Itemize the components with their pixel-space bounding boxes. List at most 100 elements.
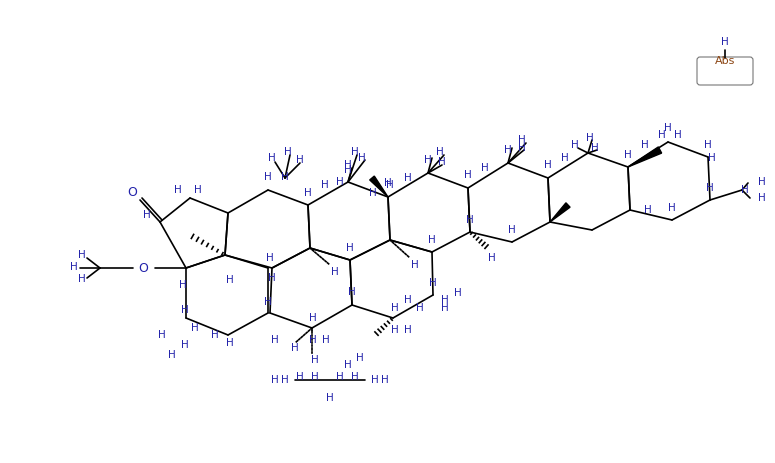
Text: H: H <box>518 135 526 145</box>
Text: H: H <box>344 165 352 175</box>
Text: H: H <box>674 130 682 140</box>
Text: H: H <box>371 375 379 385</box>
Text: H: H <box>641 140 649 150</box>
Text: H: H <box>658 130 666 140</box>
Text: H: H <box>344 160 352 170</box>
Text: H: H <box>281 375 289 385</box>
Text: H: H <box>336 372 344 382</box>
Text: H: H <box>518 143 526 153</box>
Text: O: O <box>138 262 148 275</box>
Text: H: H <box>351 372 359 382</box>
Text: H: H <box>721 37 728 47</box>
Polygon shape <box>628 147 662 167</box>
Text: H: H <box>179 280 187 290</box>
Text: H: H <box>644 205 652 215</box>
Text: H: H <box>143 210 151 220</box>
Polygon shape <box>550 203 570 222</box>
Text: H: H <box>296 372 304 382</box>
Text: H: H <box>348 287 356 297</box>
Text: H: H <box>226 275 234 285</box>
Text: H: H <box>508 225 516 235</box>
Text: H: H <box>441 303 449 313</box>
Text: H: H <box>70 262 78 272</box>
Text: Abs: Abs <box>715 56 735 66</box>
Text: H: H <box>561 153 569 163</box>
Text: H: H <box>464 170 472 180</box>
Text: H: H <box>586 133 594 143</box>
Text: H: H <box>181 340 189 350</box>
Text: H: H <box>191 323 199 333</box>
Text: H: H <box>481 163 489 173</box>
Text: H: H <box>309 335 317 345</box>
Text: H: H <box>344 360 352 370</box>
Polygon shape <box>370 176 388 197</box>
Text: H: H <box>78 274 86 284</box>
Text: H: H <box>158 330 166 340</box>
Text: H: H <box>211 330 219 340</box>
Text: H: H <box>326 393 334 403</box>
Text: H: H <box>591 143 599 153</box>
Text: H: H <box>311 355 319 365</box>
Text: H: H <box>271 375 279 385</box>
Text: H: H <box>544 160 552 170</box>
Text: H: H <box>704 140 712 150</box>
Text: O: O <box>127 186 137 199</box>
Text: H: H <box>194 185 202 195</box>
Text: H: H <box>404 295 412 305</box>
Text: H: H <box>78 250 86 260</box>
Text: H: H <box>391 303 399 313</box>
Text: H: H <box>381 375 389 385</box>
Text: H: H <box>358 153 366 163</box>
Text: H: H <box>404 325 412 335</box>
Text: H: H <box>356 353 364 363</box>
Text: H: H <box>664 123 672 133</box>
Text: H: H <box>336 177 344 187</box>
Text: H: H <box>351 147 359 157</box>
FancyBboxPatch shape <box>697 57 753 85</box>
Text: H: H <box>386 180 394 190</box>
Text: H: H <box>391 325 399 335</box>
Text: H: H <box>488 253 496 263</box>
Text: H: H <box>369 188 377 198</box>
Text: H: H <box>706 183 714 193</box>
Text: H: H <box>174 185 182 195</box>
Text: H: H <box>296 155 304 165</box>
Text: H: H <box>311 372 319 382</box>
Text: H: H <box>758 177 766 187</box>
Text: H: H <box>454 288 462 298</box>
Text: H: H <box>271 335 279 345</box>
Text: H: H <box>346 243 354 253</box>
Text: H: H <box>436 147 444 157</box>
Text: H: H <box>758 193 766 203</box>
Text: H: H <box>268 273 276 283</box>
Text: H: H <box>284 147 292 157</box>
Text: H: H <box>281 172 289 182</box>
Text: H: H <box>266 253 274 263</box>
Text: H: H <box>264 172 272 182</box>
Text: H: H <box>624 150 632 160</box>
Text: H: H <box>741 185 749 195</box>
Text: H: H <box>268 153 276 163</box>
Text: H: H <box>331 267 339 277</box>
Text: H: H <box>416 303 424 313</box>
Text: H: H <box>226 338 234 348</box>
Text: H: H <box>668 203 676 213</box>
Text: H: H <box>168 350 176 360</box>
Text: H: H <box>504 145 512 155</box>
Text: H: H <box>438 157 446 167</box>
Text: H: H <box>304 188 312 198</box>
Text: H: H <box>322 335 330 345</box>
Text: H: H <box>411 260 418 270</box>
Text: H: H <box>571 140 579 150</box>
Text: H: H <box>428 235 436 245</box>
Text: H: H <box>181 305 189 315</box>
Text: H: H <box>309 313 317 323</box>
Text: H: H <box>321 180 329 190</box>
Text: H: H <box>441 295 449 305</box>
Text: H: H <box>264 297 272 307</box>
Text: H: H <box>291 343 299 353</box>
Text: H: H <box>708 153 716 163</box>
Text: H: H <box>466 215 474 225</box>
Text: H: H <box>384 178 392 188</box>
Text: H: H <box>424 155 432 165</box>
